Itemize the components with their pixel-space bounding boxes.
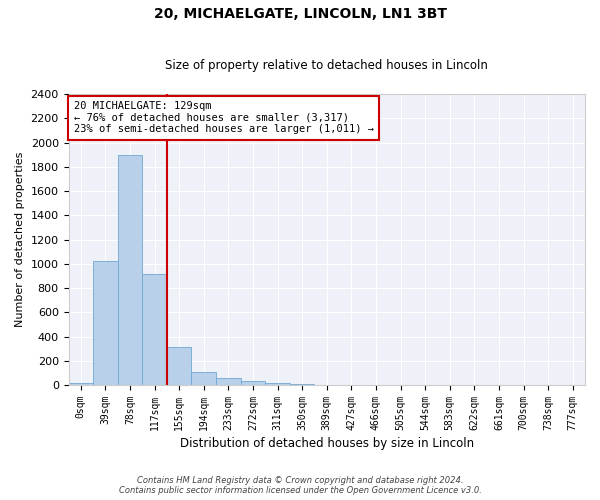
Bar [290, 384, 314, 385]
Bar [216, 378, 241, 385]
Y-axis label: Number of detached properties: Number of detached properties [15, 152, 25, 327]
Bar [167, 348, 191, 385]
Bar [191, 372, 216, 385]
Text: 20 MICHAELGATE: 129sqm
← 76% of detached houses are smaller (3,317)
23% of semi-: 20 MICHAELGATE: 129sqm ← 76% of detached… [74, 102, 374, 134]
Text: Contains HM Land Registry data © Crown copyright and database right 2024.
Contai: Contains HM Land Registry data © Crown c… [119, 476, 481, 495]
Title: Size of property relative to detached houses in Lincoln: Size of property relative to detached ho… [166, 59, 488, 72]
Bar [68, 382, 93, 385]
Bar [241, 381, 265, 385]
Bar [142, 274, 167, 385]
Bar [265, 382, 290, 385]
Bar [118, 154, 142, 385]
Text: 20, MICHAELGATE, LINCOLN, LN1 3BT: 20, MICHAELGATE, LINCOLN, LN1 3BT [154, 8, 446, 22]
X-axis label: Distribution of detached houses by size in Lincoln: Distribution of detached houses by size … [180, 437, 474, 450]
Bar [93, 262, 118, 385]
